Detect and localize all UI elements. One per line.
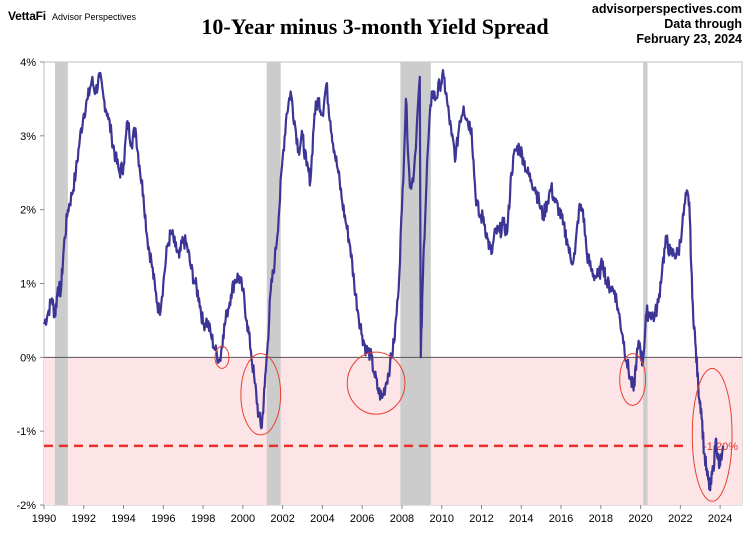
data-through-label: Data through (664, 17, 742, 31)
x-tick-label: 2006 (350, 513, 374, 525)
source-site: advisorperspectives.com (591, 2, 742, 16)
chart-title: 10-Year minus 3-month Yield Spread (201, 14, 549, 39)
data-through-date: February 23, 2024 (636, 32, 742, 46)
y-tick-label: 3% (20, 131, 36, 143)
y-tick-label: -1% (16, 426, 36, 438)
x-tick-label: 2022 (668, 513, 692, 525)
inversion-highlight-ellipse (346, 351, 406, 415)
x-tick-label: 1998 (191, 513, 215, 525)
x-tick-label: 2020 (628, 513, 652, 525)
y-tick-label: 1% (20, 279, 36, 291)
x-tick-label: 1992 (72, 513, 96, 525)
x-tick-label: 2012 (469, 513, 493, 525)
spread-line (42, 69, 725, 492)
inversion-highlight-ellipse (240, 353, 282, 436)
x-tick-label: 2016 (549, 513, 573, 525)
brand-logo: VettaFi (8, 9, 46, 23)
x-tick-label: 2004 (310, 513, 334, 525)
recession-band (643, 62, 648, 505)
inversion-highlight-ellipse (619, 353, 647, 406)
source-info: advisorperspectives.com Data through Feb… (592, 2, 742, 47)
brand-subtitle: Advisor Perspectives (51, 12, 136, 22)
inversion-zone (44, 357, 742, 505)
x-tick-label: 2008 (390, 513, 414, 525)
x-tick-label: 2002 (270, 513, 294, 525)
y-tick-label: -2% (16, 500, 36, 512)
reference-line-label: -1.20% (703, 441, 738, 453)
x-tick-label: 1990 (32, 513, 56, 525)
y-tick-label: 0% (20, 352, 36, 364)
brand: VettaFi Advisor Perspectives (8, 9, 136, 23)
x-tick-label: 2018 (589, 513, 613, 525)
inversion-highlight-ellipse (214, 345, 230, 369)
recession-band (266, 62, 281, 505)
x-tick-label: 2000 (231, 513, 255, 525)
x-tick-label: 1996 (151, 513, 175, 525)
x-tick-label: 2014 (509, 513, 533, 525)
y-tick-label: 2% (20, 205, 36, 217)
y-tick-label: 4% (20, 57, 36, 69)
inversion-highlight-ellipse (691, 367, 733, 502)
x-tick-label: 2010 (429, 513, 453, 525)
x-tick-label: 2024 (708, 513, 732, 525)
x-tick-label: 1994 (111, 513, 135, 525)
